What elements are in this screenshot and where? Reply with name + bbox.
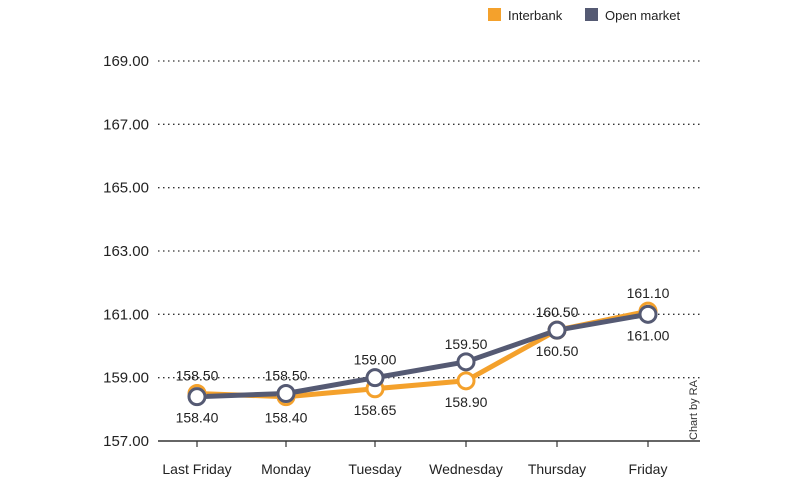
y-tick-label: 165.00 <box>103 180 149 197</box>
series-lines <box>194 308 651 400</box>
open-market-data-label: 158.50 <box>265 368 308 384</box>
x-tick-label: Thursday <box>528 461 586 477</box>
y-tick-label: 163.00 <box>103 243 149 260</box>
y-tick-label: 159.00 <box>103 370 149 387</box>
chart-credit: Chart by RA <box>688 379 700 440</box>
open-market-point <box>276 384 296 403</box>
series-markers <box>187 301 658 407</box>
open-market-point <box>187 387 207 407</box>
interbank-data-label: 158.90 <box>445 394 488 410</box>
x-tick-label: Wednesday <box>429 461 503 477</box>
open-market-point <box>365 368 385 388</box>
x-tick-label: Tuesday <box>348 461 401 477</box>
interbank-data-label: 161.10 <box>627 285 670 301</box>
y-tick-label: 157.00 <box>103 433 149 450</box>
open-market-point <box>638 304 658 324</box>
open-market-data-label: 161.00 <box>627 327 670 343</box>
interbank-data-label: 158.40 <box>265 410 308 426</box>
open-market-data-label: 159.00 <box>354 352 397 368</box>
legend: Interbank Open market <box>488 8 681 23</box>
legend-label-interbank: Interbank <box>508 8 563 23</box>
interbank-point <box>456 371 476 391</box>
y-tick-label: 169.00 <box>103 53 149 70</box>
y-axis-ticks: 157.00 159.00 161.00 163.00 165.00 167.00 169.… <box>103 53 149 450</box>
y-tick-label: 161.00 <box>103 306 149 323</box>
x-tick-label: Monday <box>261 461 311 477</box>
interbank-data-label: 158.65 <box>354 402 397 418</box>
open-market-data-label: 160.50 <box>536 304 579 320</box>
interbank-data-label: 158.50 <box>176 368 219 384</box>
open-market-data-label: 159.50 <box>445 336 488 352</box>
open-market-point <box>547 320 567 340</box>
x-axis-ticks: Last Friday Monday Tuesday Wednesday Thursda… <box>162 441 667 477</box>
legend-swatch-open-market <box>585 8 598 21</box>
data-labels: 158.50 158.40 158.65 158.90 160.50 161.10 158.… <box>176 285 670 426</box>
legend-label-open-market: Open market <box>605 8 681 23</box>
y-tick-label: 167.00 <box>103 116 149 133</box>
open-market-point <box>456 352 476 372</box>
x-tick-label: Friday <box>629 461 668 477</box>
interbank-data-label: 160.50 <box>536 343 579 359</box>
open-market-line <box>194 311 651 400</box>
grid-lines <box>158 60 700 379</box>
open-market-data-label: 158.40 <box>176 410 219 426</box>
x-tick-label: Last Friday <box>162 461 231 477</box>
legend-swatch-interbank <box>488 8 501 21</box>
